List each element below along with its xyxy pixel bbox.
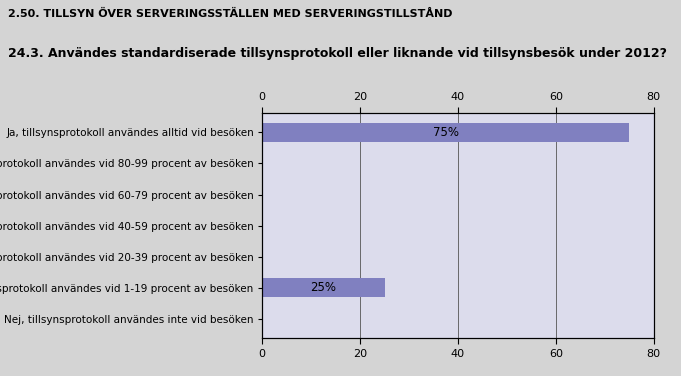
Text: 75%: 75% [432, 126, 459, 139]
Text: 25%: 25% [311, 281, 336, 294]
Text: 2.50. TILLSYN ÖVER SERVERINGSSTÄLLEN MED SERVERINGSTILLSTÅND: 2.50. TILLSYN ÖVER SERVERINGSSTÄLLEN MED… [8, 9, 453, 20]
Bar [262, 278, 385, 297]
Bar [262, 123, 629, 142]
Text: 24.3. Användes standardiserade tillsynsprotokoll eller liknande vid tillsynsbesö: 24.3. Användes standardiserade tillsynsp… [8, 47, 667, 60]
